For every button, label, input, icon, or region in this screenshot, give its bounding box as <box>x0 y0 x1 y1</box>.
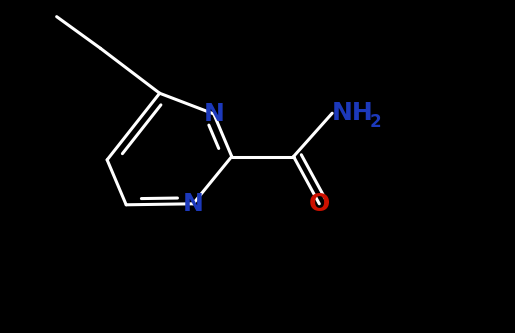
Text: N: N <box>183 192 203 216</box>
Text: N: N <box>203 102 224 126</box>
Text: 2: 2 <box>369 113 381 131</box>
Text: NH: NH <box>332 101 374 125</box>
Text: O: O <box>308 192 330 216</box>
